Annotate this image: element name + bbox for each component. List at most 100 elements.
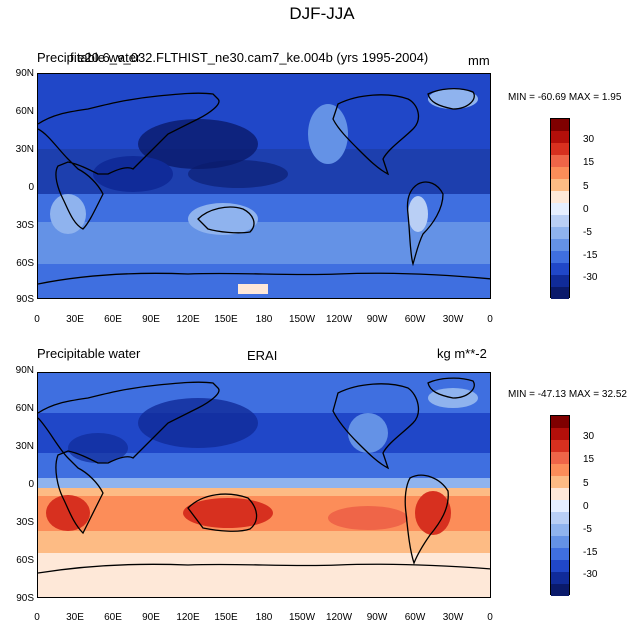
panel-units-label: kg m**-2: [437, 346, 487, 361]
lat-tick-label: 30S: [16, 517, 34, 528]
colorbar-swatch: [551, 143, 569, 155]
lat-tick-label: 30N: [15, 144, 34, 155]
lon-tick-label: 180: [255, 612, 273, 623]
lon-tick-label: 150E: [214, 314, 238, 325]
lat-tick-label: 90S: [16, 294, 34, 305]
lon-tick-label: 60W: [404, 612, 426, 623]
panel-left-label: Precipitable water: [37, 50, 141, 65]
colorbar-label: -15: [583, 547, 598, 558]
lon-tick-label: 0: [487, 314, 493, 325]
colorbar-swatch: [551, 536, 569, 548]
lon-tick-label: 30E: [66, 314, 84, 325]
lat-tick-label: 30N: [15, 441, 34, 452]
colorbar-label: 5: [583, 478, 589, 489]
lon-tick-label: 60W: [404, 314, 426, 325]
colorbar-label: -30: [583, 272, 598, 283]
colorbar-label: 15: [583, 454, 595, 465]
min-max-stats: MIN = -60.69 MAX = 1.95: [508, 92, 622, 103]
colorbar-label: -5: [583, 524, 592, 535]
lon-tick-label: 120E: [176, 314, 200, 325]
lon-tick-label: 90W: [366, 314, 388, 325]
colorbar-swatch: [551, 155, 569, 167]
colorbar-swatch: [551, 440, 569, 452]
figure-title: DJF-JJA: [289, 4, 355, 23]
colorbar-swatch: [551, 179, 569, 191]
colorbar-swatch: [551, 524, 569, 536]
colorbar-swatch: [551, 452, 569, 464]
colorbar-swatch: [551, 287, 569, 299]
colorbar-swatch: [551, 476, 569, 488]
lon-tick-label: 90E: [142, 612, 160, 623]
lat-tick-label: 90N: [15, 68, 34, 79]
colorbar-swatch: [551, 191, 569, 203]
lat-tick-label: 60S: [16, 258, 34, 269]
lon-tick-label: 60E: [104, 612, 122, 623]
colorbar: [550, 118, 570, 299]
colorbar-swatch: [551, 428, 569, 440]
colorbar: [550, 415, 570, 596]
lon-tick-label: 30W: [442, 314, 464, 325]
lon-tick-label: 60E: [104, 314, 122, 325]
colorbar-swatch: [551, 263, 569, 275]
colorbar-label: 30: [583, 134, 595, 145]
colorbar-swatch: [551, 131, 569, 143]
lon-tick-label: 150W: [288, 612, 316, 623]
lat-tick-label: 60N: [15, 403, 34, 414]
colorbar-swatch: [551, 500, 569, 512]
map-plot-erai: [37, 372, 491, 598]
colorbar-label: -5: [583, 227, 592, 238]
colorbar-swatch: [551, 275, 569, 287]
panel-units-label: mm: [468, 53, 490, 68]
lon-tick-label: 30E: [66, 612, 84, 623]
lon-tick-label: 0: [487, 612, 493, 623]
colorbar-label: -30: [583, 569, 598, 580]
lon-tick-label: 120E: [176, 612, 200, 623]
lon-tick-label: 150W: [288, 314, 316, 325]
lon-tick-label: 30W: [442, 612, 464, 623]
colorbar-label: -15: [583, 250, 598, 261]
panel-left-label: Precipitable water: [37, 346, 141, 361]
colorbar-swatch: [551, 548, 569, 560]
colorbar-label: 30: [583, 431, 595, 442]
colorbar-swatch: [551, 203, 569, 215]
colorbar-swatch: [551, 416, 569, 428]
lat-tick-label: 0: [28, 479, 34, 490]
panel-case-label: f.e20.6_v_032.FLTHIST_ne30.cam7_ke.004b …: [70, 50, 429, 65]
lon-tick-label: 0: [34, 314, 40, 325]
precipitable-water-map-model: [38, 74, 490, 298]
panel-model: Precipitable water f.e20.6_v_032.FLTHIST…: [0, 0, 644, 325]
colorbar-swatch: [551, 227, 569, 239]
colorbar-label: 15: [583, 157, 595, 168]
colorbar-swatch: [551, 560, 569, 572]
colorbar-swatch: [551, 512, 569, 524]
lon-tick-label: 120W: [325, 612, 353, 623]
lon-tick-label: 180: [255, 314, 273, 325]
panel-dataset-label: ERAI: [247, 348, 278, 363]
lat-tick-label: 0: [28, 182, 34, 193]
colorbar-swatch: [551, 251, 569, 263]
lon-tick-label: 0: [34, 612, 40, 623]
lat-tick-label: 90N: [15, 365, 34, 376]
lon-tick-label: 90W: [366, 612, 388, 623]
min-max-stats: MIN = -47.13 MAX = 32.52: [508, 389, 627, 400]
lon-tick-label: 120W: [325, 314, 353, 325]
precipitable-water-map-erai: [38, 373, 490, 597]
colorbar-swatch: [551, 119, 569, 131]
lat-tick-label: 60S: [16, 555, 34, 566]
colorbar-swatch: [551, 215, 569, 227]
colorbar-swatch: [551, 167, 569, 179]
colorbar-label: 0: [583, 204, 589, 215]
colorbar-swatch: [551, 584, 569, 596]
lon-tick-label: 90E: [142, 314, 160, 325]
colorbar-label: 5: [583, 181, 589, 192]
map-plot-model: [37, 73, 491, 299]
lon-tick-label: 150E: [214, 612, 238, 623]
lat-tick-label: 90S: [16, 593, 34, 604]
lat-tick-label: 60N: [15, 106, 34, 117]
colorbar-swatch: [551, 239, 569, 251]
colorbar-label: 0: [583, 501, 589, 512]
colorbar-swatch: [551, 572, 569, 584]
colorbar-swatch: [551, 464, 569, 476]
colorbar-swatch: [551, 488, 569, 500]
